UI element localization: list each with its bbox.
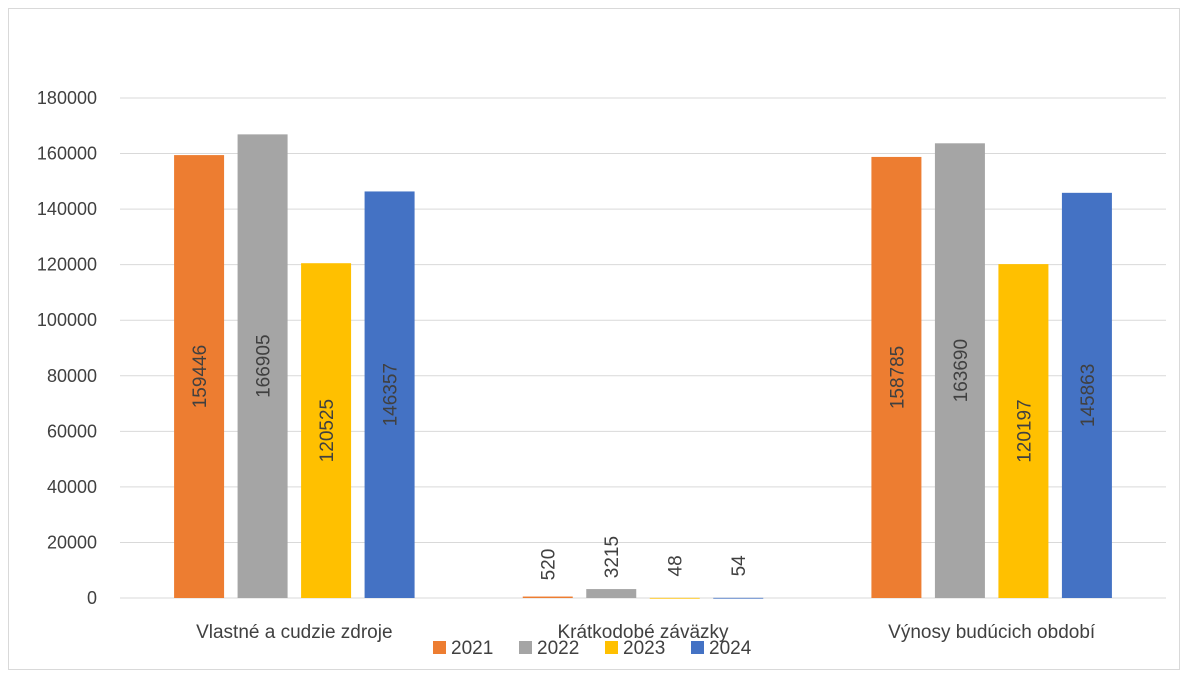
- legend-label-2021: 2021: [451, 638, 493, 659]
- category-label: Výnosy budúcich období: [888, 622, 1096, 643]
- bar-2022-0: [237, 134, 288, 598]
- bar-2023-1: [649, 597, 700, 599]
- y-tick-label: 20000: [47, 532, 97, 552]
- legend-swatch-2022: [519, 641, 532, 654]
- y-tick-label: 180000: [37, 88, 97, 108]
- data-label-2022-1: 3215: [602, 536, 623, 578]
- data-label-2021-2: 158785: [887, 346, 908, 409]
- legend-swatch-2024: [691, 641, 704, 654]
- data-label-2022-2: 163690: [951, 339, 972, 402]
- bar-2021-0: [174, 155, 225, 598]
- bar-2024-2: [1061, 192, 1112, 598]
- category-label: Krátkodobé záväzky: [557, 622, 729, 643]
- chart-frame: [8, 8, 1180, 670]
- y-tick-label: 80000: [47, 366, 97, 386]
- bar-2021-1: [522, 596, 573, 598]
- legend-label-2022: 2022: [537, 638, 579, 659]
- data-label-2024-1: 54: [729, 555, 750, 577]
- category-label: Vlastné a cudzie zdroje: [196, 622, 392, 643]
- bar-2023-0: [301, 263, 352, 598]
- data-label-2023-2: 120197: [1014, 399, 1035, 462]
- data-label-2021-1: 520: [539, 549, 560, 581]
- gridlines: [120, 97, 1166, 599]
- y-tick-label: 160000: [37, 144, 97, 164]
- bar-2022-1: [586, 589, 637, 598]
- bar-2023-2: [998, 264, 1049, 598]
- data-label-2024-0: 146357: [381, 363, 402, 426]
- legend-swatch-2023: [605, 641, 618, 654]
- y-tick-label: 0: [87, 588, 97, 608]
- bar-2021-2: [871, 156, 922, 599]
- data-label-2024-2: 145863: [1078, 364, 1099, 427]
- y-tick-label: 40000: [47, 477, 97, 497]
- y-tick-label: 100000: [37, 310, 97, 330]
- data-labels: 159446 166905 120525 146357 520 3215 48 54 15878…: [190, 334, 1099, 580]
- legend-label-2024: 2024: [709, 638, 752, 659]
- data-label-2022-0: 166905: [254, 334, 275, 397]
- y-tick-label: 60000: [47, 421, 97, 441]
- legend: 2021 2022 2023 2024: [433, 638, 752, 659]
- bar-2022-2: [934, 143, 985, 599]
- legend-label-2023: 2023: [623, 638, 665, 659]
- y-tick-label: 120000: [37, 255, 97, 275]
- category-labels: Vlastné a cudzie zdroje Krátkodobé záväzk…: [196, 622, 1096, 643]
- data-label-2021-0: 159446: [190, 345, 211, 408]
- legend-swatch-2021: [433, 641, 446, 654]
- y-tick-label: 140000: [37, 199, 97, 219]
- bar-2024-1: [713, 597, 764, 599]
- bars: [174, 134, 1112, 599]
- data-label-2023-0: 120525: [317, 399, 338, 462]
- bar-2024-0: [364, 191, 415, 599]
- y-axis-ticks: 0 20000 40000 60000 80000 100000 120000 140000 1…: [37, 88, 97, 608]
- data-label-2023-1: 48: [666, 555, 687, 576]
